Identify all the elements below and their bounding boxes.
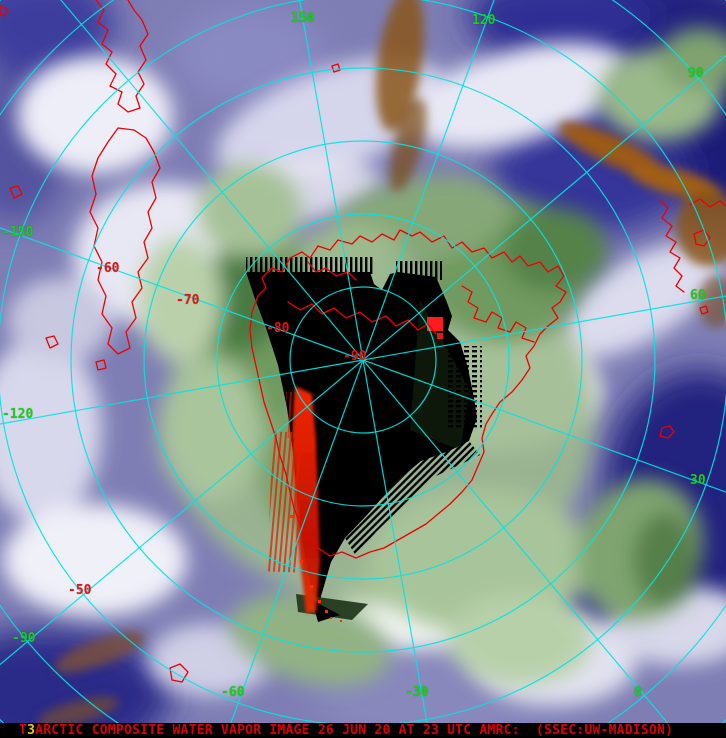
caption-station-marker: 3 — [27, 723, 36, 738]
latitude-circle — [70, 67, 656, 653]
coastline-layer — [0, 0, 726, 683]
meridian-line — [362, 359, 431, 738]
meridian-line — [362, 0, 495, 361]
meridian-line — [298, 0, 364, 361]
meridian-line — [60, 0, 364, 361]
meridian-line — [362, 359, 726, 493]
meridian-line — [0, 227, 364, 361]
latitude-circle — [289, 286, 437, 434]
meridian-line — [362, 54, 726, 361]
meridian-line — [362, 359, 681, 738]
latitude-circle — [216, 213, 510, 507]
scan-edge-comb — [396, 261, 442, 280]
new-zealand-coastline — [95, 0, 149, 113]
no-data-region — [246, 257, 482, 622]
caption-text: T3ARCTIC COMPOSITE WATER VAPOR IMAGE 26 … — [19, 723, 673, 738]
meridian-line — [362, 295, 726, 361]
latitude-circle — [143, 140, 583, 580]
meridian-line — [224, 359, 364, 738]
caption-main-text: ARCTIC COMPOSITE WATER VAPOR IMAGE 26 JU… — [35, 723, 674, 738]
caption-bar: T3ARCTIC COMPOSITE WATER VAPOR IMAGE 26 … — [0, 723, 726, 738]
antarctica-coastline — [249, 229, 567, 559]
caption-prefix: T — [19, 723, 28, 738]
meridian-line — [0, 359, 364, 425]
scan-edge-comb — [345, 441, 480, 556]
scan-edge-comb — [448, 346, 482, 430]
meridian-line — [0, 359, 364, 666]
